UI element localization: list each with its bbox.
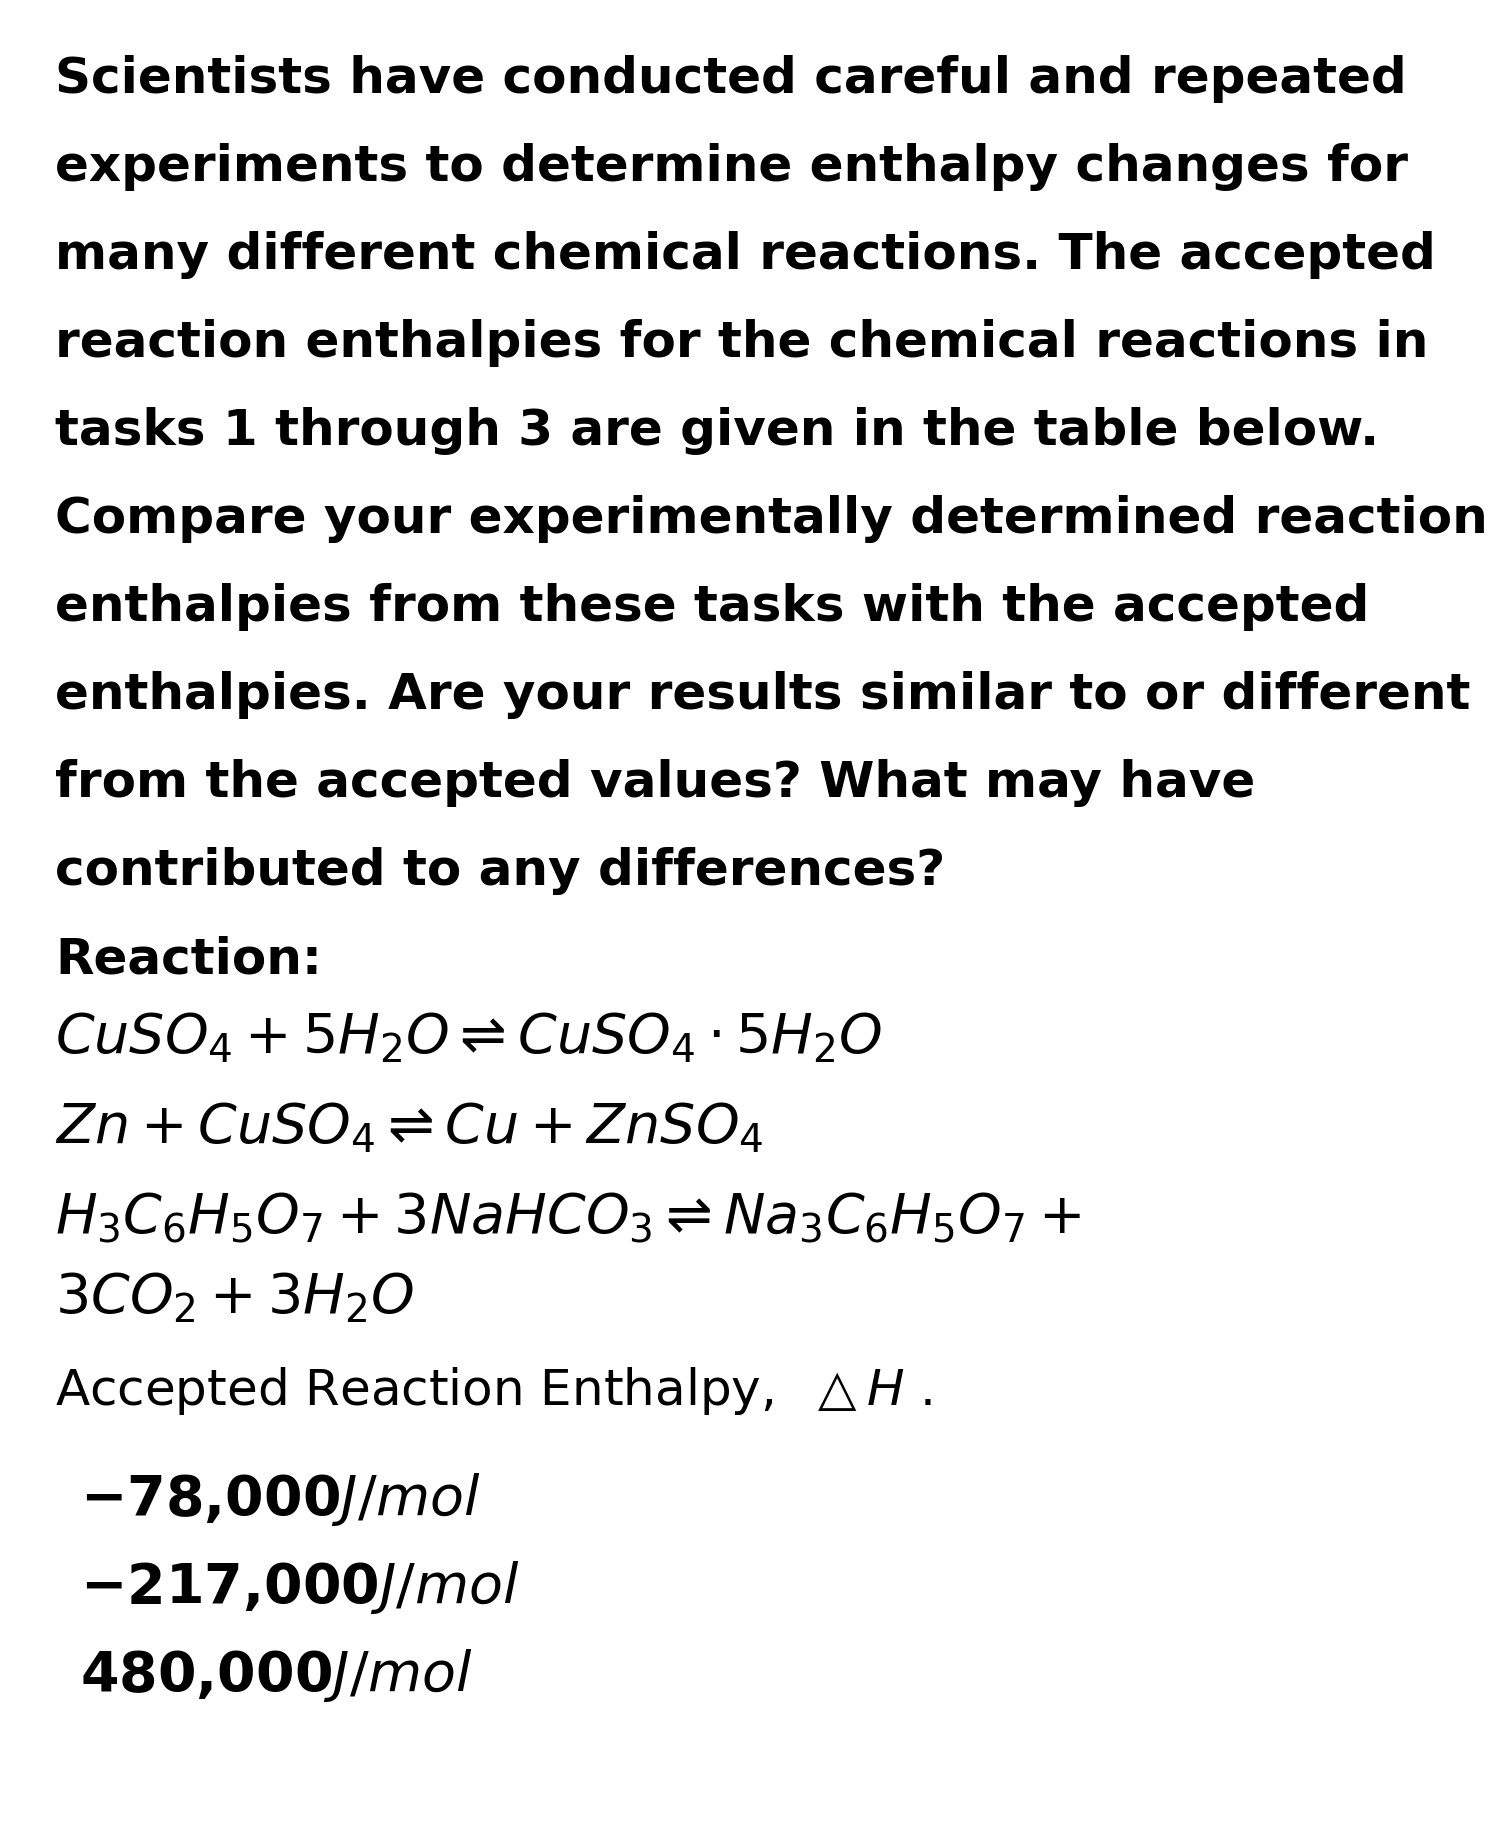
Text: Compare your experimentally determined reaction: Compare your experimentally determined r… <box>56 495 1488 543</box>
Text: $\mathbf{-78{,}000}\mathit{J/mol}$: $\mathbf{-78{,}000}\mathit{J/mol}$ <box>80 1469 482 1526</box>
Text: experiments to determine enthalpy changes for: experiments to determine enthalpy change… <box>56 143 1408 191</box>
Text: many different chemical reactions. The accepted: many different chemical reactions. The a… <box>56 232 1436 280</box>
Text: tasks 1 through 3 are given in the table below.: tasks 1 through 3 are given in the table… <box>56 406 1378 454</box>
Text: from the accepted values? What may have: from the accepted values? What may have <box>56 758 1256 807</box>
Text: enthalpies. Are your results similar to or different: enthalpies. Are your results similar to … <box>56 671 1470 719</box>
Text: contributed to any differences?: contributed to any differences? <box>56 846 945 894</box>
Text: Accepted Reaction Enthalpy,  $\triangle H$ .: Accepted Reaction Enthalpy, $\triangle H… <box>56 1365 932 1416</box>
Text: reaction enthalpies for the chemical reactions in: reaction enthalpies for the chemical rea… <box>56 318 1428 366</box>
Text: $\mathbf{-217{,}000}\mathit{J/mol}$: $\mathbf{-217{,}000}\mathit{J/mol}$ <box>80 1558 519 1615</box>
Text: $\mathit{H_3C_6H_5O_7 + 3NaHCO_3 \rightleftharpoons Na_3C_6H_5O_7 +}$: $\mathit{H_3C_6H_5O_7 + 3NaHCO_3 \rightl… <box>56 1192 1082 1245</box>
Text: $\mathit{3CO_2 + 3H_2O}$: $\mathit{3CO_2 + 3H_2O}$ <box>56 1271 414 1324</box>
Text: Scientists have conducted careful and repeated: Scientists have conducted careful and re… <box>56 55 1407 103</box>
Text: Reaction:: Reaction: <box>56 934 322 982</box>
Text: $\mathit{Zn + CuSO_4 \rightleftharpoons Cu + ZnSO_4}$: $\mathit{Zn + CuSO_4 \rightleftharpoons … <box>56 1102 764 1155</box>
Text: enthalpies from these tasks with the accepted: enthalpies from these tasks with the acc… <box>56 583 1370 631</box>
Text: $\mathbf{480{,}000}\mathit{J/mol}$: $\mathbf{480{,}000}\mathit{J/mol}$ <box>80 1646 472 1703</box>
Text: $\mathit{CuSO_4 + 5H_2O \rightleftharpoons CuSO_4 \cdot 5H_2O}$: $\mathit{CuSO_4 + 5H_2O \rightleftharpoo… <box>56 1011 882 1065</box>
